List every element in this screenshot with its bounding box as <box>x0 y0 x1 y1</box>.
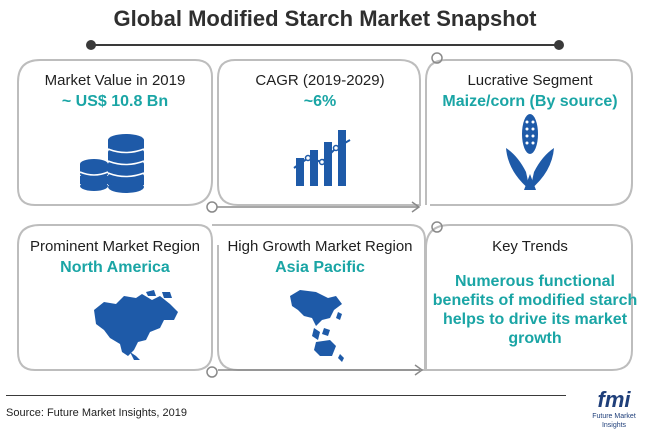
bar-chart-growth-icon <box>293 130 351 186</box>
asia-pacific-map-icon <box>290 290 344 362</box>
connector-dot-bottom <box>206 366 218 378</box>
frame-market-value <box>17 59 213 206</box>
prominent-region-value: North America <box>60 259 170 276</box>
coins-stack-icon <box>79 134 145 193</box>
title-rule-dot-right <box>554 40 564 50</box>
source-rule <box>6 395 566 396</box>
title-rule <box>90 44 560 46</box>
high-growth-region-value: Asia Pacific <box>275 259 365 276</box>
lucrative-segment-value: Maize/corn (By source) <box>442 93 618 110</box>
lucrative-segment-label: Lucrative Segment <box>467 72 593 89</box>
connector-dot-mid-right <box>431 221 443 233</box>
connector-dot-top-right <box>431 52 443 64</box>
frame-key-trends <box>425 224 633 371</box>
prominent-region-label: Prominent Market Region <box>29 238 201 255</box>
connector-arrow-bottom <box>414 364 424 376</box>
connector-arrow-top <box>411 201 421 213</box>
north-america-map-icon <box>94 290 178 360</box>
market-value-label: Market Value in 2019 <box>44 72 186 89</box>
frame-lucrative <box>425 59 633 206</box>
key-trends-label: Key Trends <box>492 238 568 255</box>
cagr-value: ~6% <box>303 93 337 110</box>
card-frames <box>17 52 633 378</box>
source-note: Source: Future Market Insights, 2019 <box>6 407 187 419</box>
key-trends-value: Numerous functional benefits of modified… <box>432 273 638 347</box>
frame-prominent <box>17 224 213 371</box>
page-title: Global Modified Starch Market Snapshot <box>113 6 537 31</box>
corn-icon <box>506 114 554 190</box>
frame-cagr <box>217 59 421 206</box>
cagr-label: CAGR (2019-2029) <box>255 72 385 89</box>
high-growth-region-label: High Growth Market Region <box>227 238 413 255</box>
logo-word: fmi <box>597 387 631 412</box>
fmi-logo: fmi Future Market Insights <box>582 388 646 432</box>
connector-dot-top-left <box>206 201 218 213</box>
title-rule-dot-left <box>86 40 96 50</box>
logo-sub: Future Market Insights <box>592 413 636 429</box>
market-value-value: ~ US$ 10.8 Bn <box>61 93 169 110</box>
